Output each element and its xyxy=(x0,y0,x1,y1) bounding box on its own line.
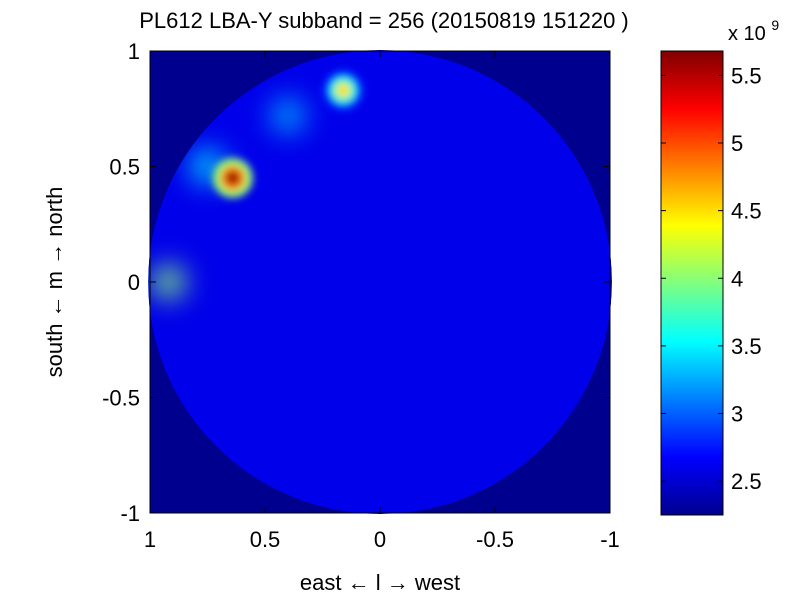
colorbar-gradient xyxy=(660,50,724,516)
y-tick-label: 0.5 xyxy=(109,155,140,180)
colorbar-tick-label: 2.5 xyxy=(731,469,762,494)
x-tick-label: 0.5 xyxy=(250,527,281,552)
colorbar-tick-label: 5.5 xyxy=(731,63,762,88)
chart-title: PL612 LBA-Y subband = 256 (20150819 1512… xyxy=(139,8,629,33)
colorbar-tick-label: 5 xyxy=(731,131,743,156)
source-core-2 xyxy=(336,83,351,98)
diffuse-feature-3 xyxy=(272,99,304,132)
colorbar-tick-label: 4 xyxy=(731,266,743,291)
y-axis-label: south ← m → north xyxy=(42,187,67,378)
source-core-1 xyxy=(225,171,240,186)
x-axis-label: east ← l → west xyxy=(300,570,460,595)
plot-area: 1 0.5 0 -0.5 -1 1 0.5 0 -0.5 -1 xyxy=(102,39,620,552)
x-axis-ticks: 1 0.5 0 -0.5 -1 xyxy=(144,51,620,552)
colorbar-tick-label: 4.5 xyxy=(731,199,762,224)
sky-base xyxy=(148,50,612,514)
y-tick-label: 1 xyxy=(128,39,140,64)
diffuse-feature-1 xyxy=(152,266,185,298)
x-tick-label: -0.5 xyxy=(476,527,514,552)
y-tick-label: -0.5 xyxy=(102,386,140,411)
y-tick-label: 0 xyxy=(128,270,140,295)
colorbar-exponent-base: x 10 xyxy=(728,23,766,45)
x-tick-label: -1 xyxy=(600,527,620,552)
colorbar-tick-label: 3.5 xyxy=(731,334,762,359)
y-axis-ticks: 1 0.5 0 -0.5 -1 xyxy=(102,39,610,526)
sky-disk xyxy=(148,50,612,514)
x-tick-label: 0 xyxy=(374,527,386,552)
point-sources-layer xyxy=(212,70,364,199)
colorbar-exponent-power: 9 xyxy=(771,17,779,33)
x-tick-label: 1 xyxy=(144,527,156,552)
colorbar: 2.5 3 3.5 4 4.5 5 5.5 x 10 9 xyxy=(660,17,779,516)
colorbar-ticks: 2.5 3 3.5 4 4.5 5 5.5 xyxy=(661,63,762,494)
y-tick-label: -1 xyxy=(120,501,140,526)
colorbar-exponent-label: x 10 9 xyxy=(728,17,779,45)
colorbar-tick-label: 3 xyxy=(731,402,743,427)
